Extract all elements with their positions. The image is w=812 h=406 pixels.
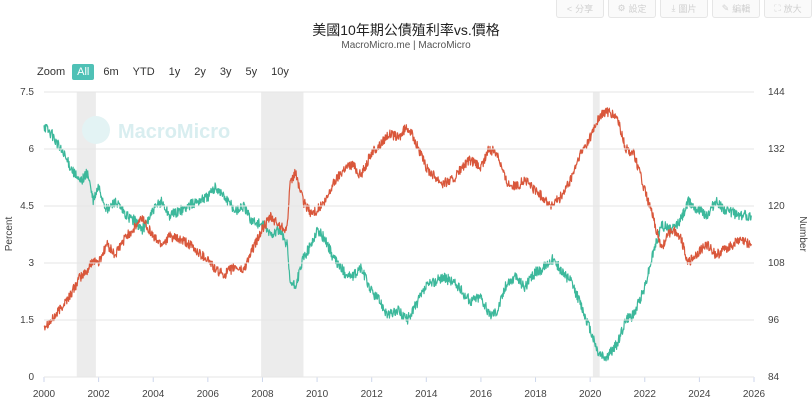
share-icon: <	[566, 3, 573, 14]
x-tick-label: 2014	[415, 389, 438, 400]
edit-label: 編輯	[732, 4, 751, 14]
y-right-tick-label: 132	[768, 144, 785, 155]
fullscreen-label: 放大	[783, 4, 802, 14]
chart-title: 美國10年期公債殖利率vs.價格	[312, 22, 500, 38]
y-right-tick-label: 84	[768, 372, 780, 383]
x-tick-label: 2026	[743, 389, 766, 400]
x-tick-label: 2006	[197, 389, 220, 400]
x-tick-label: 2016	[470, 389, 493, 400]
x-tick-label: 2002	[87, 389, 110, 400]
share-button[interactable]: < 分享	[556, 0, 604, 18]
download-button[interactable]: ⤓ 圖片	[660, 0, 708, 18]
y-left-tick-label: 6	[28, 144, 34, 155]
share-label: 分享	[575, 4, 594, 14]
price-series-line	[43, 123, 752, 362]
expand-icon: ⛶	[774, 3, 781, 13]
x-tick-label: 2012	[361, 389, 384, 400]
zoom-button-6m[interactable]: 6m	[103, 66, 119, 78]
zoom-label: Zoom	[37, 66, 66, 78]
edit-button[interactable]: ✎ 編輯	[712, 0, 760, 18]
recession-band	[76, 92, 96, 377]
x-tick-label: 2020	[579, 389, 602, 400]
y-left-tick-label: 7.5	[20, 87, 34, 98]
y-left-tick-label: 3	[28, 258, 34, 269]
chart-subtitle: MacroMicro.me | MacroMicro	[341, 40, 471, 51]
recession-band	[592, 92, 600, 377]
zoom-button-2y[interactable]: 2y	[194, 66, 206, 78]
gear-icon: ⚙	[617, 3, 626, 13]
settings-label: 設定	[628, 4, 647, 14]
y-axis-right-title: Number	[797, 216, 808, 252]
chart-toolbar: < 分享 ⚙ 設定 ⤓ 圖片 ✎ 編輯 ⛶ 放大	[556, 0, 812, 20]
zoom-button-5y[interactable]: 5y	[245, 66, 258, 78]
x-tick-label: 2000	[33, 389, 56, 400]
zoom-button-ytd[interactable]: YTD	[132, 66, 155, 78]
x-tick-label: 2022	[634, 389, 657, 400]
watermark: MacroMicro	[82, 116, 230, 144]
y-left-tick-label: 0	[28, 372, 34, 383]
settings-button[interactable]: ⚙ 設定	[608, 0, 656, 18]
zoom-button-all[interactable]: All	[72, 64, 95, 80]
download-label: 圖片	[678, 4, 697, 14]
pencil-icon: ✎	[721, 3, 730, 13]
watermark-text: MacroMicro	[118, 121, 230, 143]
y-right-tick-label: 96	[768, 315, 780, 326]
zoom-button-3y[interactable]: 3y	[219, 66, 232, 78]
y-right-tick-label: 144	[768, 87, 785, 98]
zoom-button-10y[interactable]: 10y	[271, 66, 289, 78]
x-tick-label: 2024	[688, 389, 711, 400]
y-left-tick-label: 1.5	[20, 315, 34, 326]
download-icon: ⤓	[671, 3, 676, 13]
x-tick-label: 2018	[524, 389, 547, 400]
fullscreen-button[interactable]: ⛶ 放大	[764, 0, 812, 18]
y-left-tick-label: 4.5	[20, 201, 34, 212]
x-tick-label: 2004	[142, 389, 165, 400]
y-right-tick-label: 120	[768, 201, 785, 212]
y-axis-left-title: Percent	[4, 217, 15, 252]
x-tick-label: 2008	[251, 389, 274, 400]
x-tick-label: 2010	[306, 389, 329, 400]
zoom-selector: Zoom All 6m YTD 1y 2y 3y 5y 10y	[37, 64, 294, 80]
y-right-tick-label: 108	[768, 258, 785, 269]
zoom-button-1y[interactable]: 1y	[168, 66, 181, 78]
